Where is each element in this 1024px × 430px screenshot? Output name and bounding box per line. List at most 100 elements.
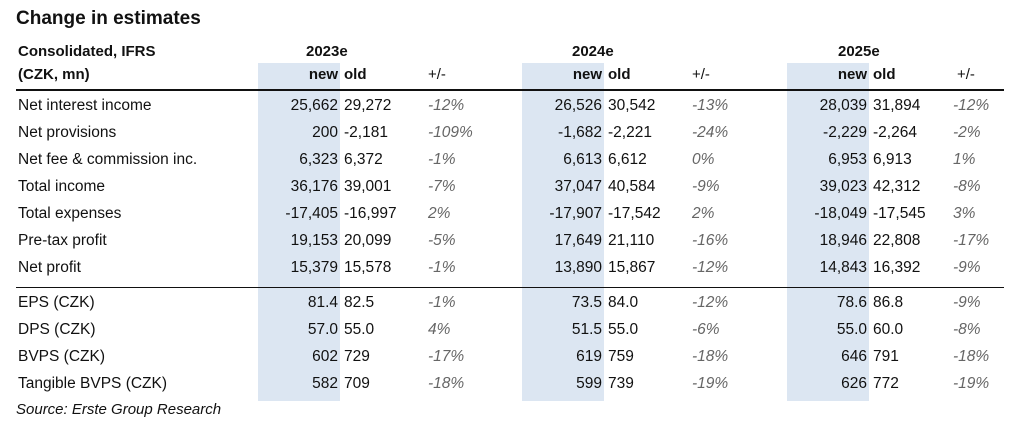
value-change: 0% (692, 151, 715, 168)
value-new: 51.5 (571, 321, 602, 338)
value-change: -9% (953, 294, 981, 311)
col-old-2023: old (344, 66, 367, 83)
row-label: Total income (18, 178, 106, 195)
table-row: Net provisions 200 -2,181 -109% -1,682 -2,221… (16, 121, 1004, 148)
value-old: 60.0 (873, 321, 904, 338)
value-old: 29,272 (344, 97, 392, 114)
value-change: 2% (428, 205, 451, 222)
value-old: 16,392 (873, 259, 921, 276)
value-old: 791 (873, 348, 899, 365)
value-change: -5% (428, 232, 456, 249)
col-new-2023: new (308, 66, 338, 83)
row-label: Total expenses (18, 205, 122, 222)
value-change: -12% (692, 259, 729, 276)
value-old: 40,584 (608, 178, 656, 195)
value-old: 729 (344, 348, 370, 365)
value-old: 55.0 (344, 321, 375, 338)
year-2023: 2023e (306, 43, 348, 60)
value-change: -8% (953, 321, 981, 338)
value-change: -17% (953, 232, 990, 249)
value-old: 15,578 (344, 259, 392, 276)
value-old: -17,545 (873, 205, 926, 222)
year-2025: 2025e (838, 43, 880, 60)
value-new: 37,047 (554, 178, 602, 195)
table-row: Total expenses -17,405 -16,997 2% -17,907 -17… (16, 202, 1004, 229)
value-new: 39,023 (819, 178, 867, 195)
value-change: 2% (692, 205, 715, 222)
value-old: 6,612 (608, 151, 647, 168)
value-old: 86.8 (873, 294, 904, 311)
value-new: 6,613 (563, 151, 602, 168)
value-new: 602 (312, 348, 338, 365)
col-old-2025: old (873, 66, 896, 83)
table-row: Tangible BVPS (CZK) 582 709 -18% 599 739 -19% 6… (16, 372, 1004, 399)
year-2024: 2024e (572, 43, 614, 60)
value-change: -24% (692, 124, 729, 141)
value-old: -2,221 (608, 124, 652, 141)
value-old: 22,808 (873, 232, 921, 249)
row-label: Net provisions (18, 124, 117, 141)
table-title: Change in estimates (16, 8, 201, 29)
value-change: -17% (428, 348, 465, 365)
value-new: -18,049 (814, 205, 867, 222)
value-new: 78.6 (836, 294, 867, 311)
value-old: 6,913 (873, 151, 912, 168)
value-new: 646 (841, 348, 867, 365)
row-label: Pre-tax profit (18, 232, 107, 249)
value-change: -1% (428, 259, 456, 276)
value-change: -18% (692, 348, 729, 365)
value-old: 82.5 (344, 294, 375, 311)
row-label: Tangible BVPS (CZK) (18, 375, 168, 392)
value-change: 1% (953, 151, 976, 168)
value-new: 599 (576, 375, 602, 392)
value-new: 25,662 (290, 97, 338, 114)
value-old: 20,099 (344, 232, 392, 249)
value-change: -12% (428, 97, 465, 114)
row-label: Net fee & commission inc. (18, 151, 198, 168)
table-row: Net fee & commission inc. 6,323 6,372 -1% 6,… (16, 148, 1004, 175)
row-label: Net interest income (18, 97, 152, 114)
col-change-2024: +/- (692, 66, 710, 83)
value-new: 55.0 (836, 321, 867, 338)
header-line1: Consolidated, IFRS (18, 43, 156, 60)
col-new-2024: new (572, 66, 602, 83)
value-change: -12% (692, 294, 729, 311)
value-change: -9% (953, 259, 981, 276)
value-new: -2,229 (823, 124, 867, 141)
col-old-2024: old (608, 66, 631, 83)
row-label: EPS (CZK) (18, 294, 95, 311)
row-label: DPS (CZK) (18, 321, 96, 338)
value-new: 26,526 (554, 97, 602, 114)
value-old: -2,264 (873, 124, 917, 141)
value-new: 6,323 (299, 151, 338, 168)
value-change: -2% (953, 124, 981, 141)
value-new: -17,405 (285, 205, 338, 222)
value-new: 18,946 (819, 232, 867, 249)
value-new: 19,153 (290, 232, 338, 249)
value-change: 4% (428, 321, 451, 338)
value-old: 21,110 (608, 232, 655, 249)
value-change: -19% (692, 375, 729, 392)
header-line2: (CZK, mn) (18, 66, 90, 83)
value-old: 739 (608, 375, 634, 392)
value-change: -18% (953, 348, 990, 365)
value-change: -19% (953, 375, 990, 392)
value-change: -16% (692, 232, 729, 249)
value-new: 81.4 (307, 294, 338, 311)
table-row: Pre-tax profit 19,153 20,099 -5% 17,649 21,11… (16, 229, 1004, 256)
value-change: -8% (953, 178, 981, 195)
value-change: -1% (428, 294, 456, 311)
table-row: Net interest income 25,662 29,272 -12% 26,52… (16, 94, 1004, 121)
value-old: -17,542 (608, 205, 661, 222)
table-row: Total income 36,176 39,001 -7% 37,047 40,584 -… (16, 175, 1004, 202)
row-label: BVPS (CZK) (18, 348, 105, 365)
value-change: -7% (428, 178, 456, 195)
value-change: -13% (692, 97, 729, 114)
value-new: 57.0 (307, 321, 338, 338)
row-label: Net profit (18, 259, 81, 276)
value-new: -17,907 (549, 205, 602, 222)
value-new: 626 (841, 375, 867, 392)
value-old: 42,312 (873, 178, 921, 195)
new-column-shade-2024 (522, 63, 604, 401)
col-change-2023: +/- (428, 66, 446, 83)
